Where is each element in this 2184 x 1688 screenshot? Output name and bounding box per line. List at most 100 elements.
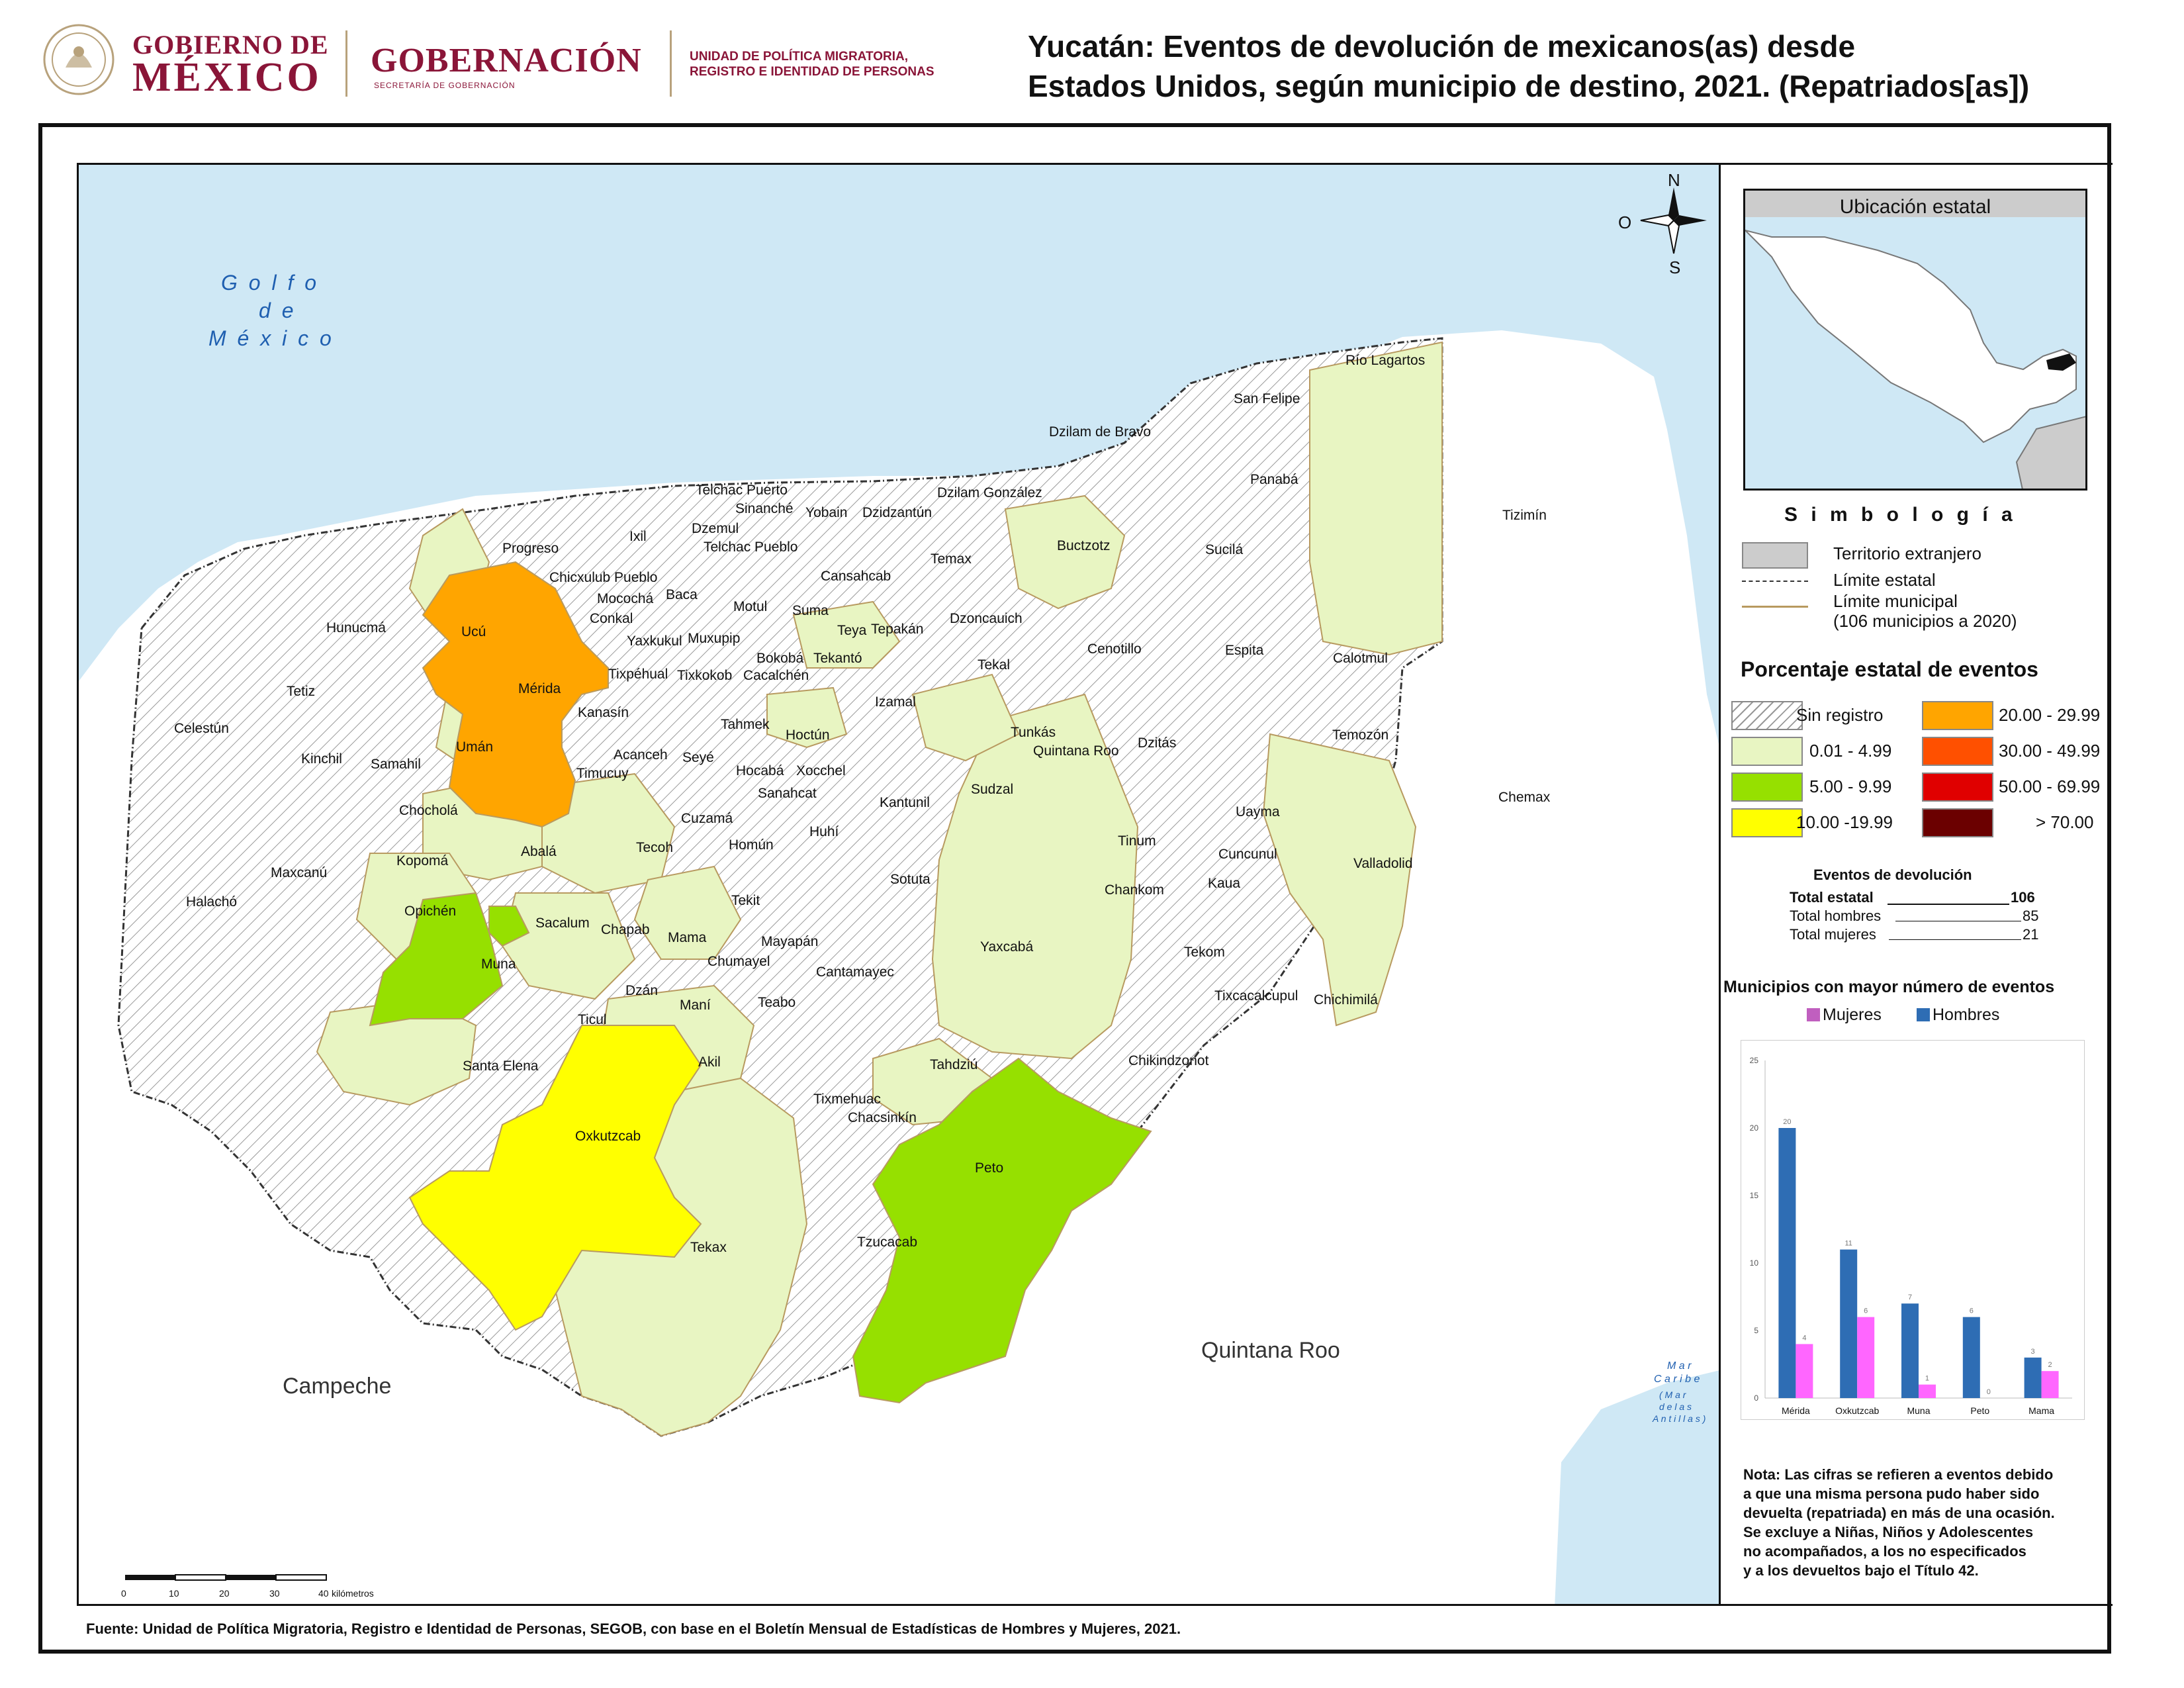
x-category-label: Muna [1907, 1405, 1930, 1416]
bar-value-label: 6 [1970, 1307, 1974, 1315]
map-title-line1: Yucatán: Eventos de devolución de mexica… [1028, 29, 1856, 64]
note-line: a que una misma persona pudo haber sido [1743, 1485, 2040, 1502]
scale-unit: kilómetros [332, 1588, 374, 1599]
simbologia-title: S i m b o l o g í a [1784, 504, 2017, 526]
legend-label-c6: 50.00 - 69.99 [1999, 776, 2101, 796]
oxkutzcab-municipio [408, 1025, 702, 1331]
scale-tick-20: 20 [219, 1588, 230, 1599]
muni-label: Tekantó [813, 651, 862, 666]
bar-value-label: 3 [2031, 1348, 2035, 1356]
mujeres-label: Total mujeres [1790, 926, 1876, 943]
secretaria-subtitle: SECRETARÍA DE GOBERNACIÓN [374, 81, 516, 90]
muni-label: Hoctún [786, 727, 830, 743]
hombres-label: Total hombres [1790, 908, 1882, 924]
scale-tick-10: 10 [169, 1588, 179, 1599]
legend-swatch-c4 [1922, 701, 1993, 730]
secretaria-title: GOBERNACIÓN [371, 42, 642, 79]
peto-municipio [852, 1057, 1152, 1404]
muni-label: Telchac Pueblo [704, 539, 798, 555]
inset-map: Ubicación estatal [1743, 189, 2087, 491]
eventos-title: Eventos de devolución [1813, 867, 1972, 883]
caribe-label-1: M a r [1667, 1360, 1692, 1372]
bar-value-label: 1 [1925, 1375, 1929, 1383]
muni-label: Kaua [1208, 876, 1241, 891]
bar-mujeres [1796, 1344, 1813, 1398]
bar-hombres [1840, 1249, 1858, 1398]
legend-label-c5: 30.00 - 49.99 [1999, 741, 2101, 761]
unidad-name: UNIDAD DE POLÍTICA MIGRATORIA, REGISTRO … [690, 49, 934, 79]
mujeres-line [1889, 939, 2021, 940]
caribe-label-4: d e l a s [1659, 1401, 1692, 1412]
muni-label: Chemax [1498, 790, 1551, 805]
tekanto-area [792, 600, 901, 669]
hombres-value: 85 [2023, 908, 2039, 924]
compass-s: S [1669, 258, 1681, 277]
legend-swatch-c2 [1731, 773, 1803, 802]
muni-label: Tecoh [636, 840, 674, 855]
muni-label: Chichimilá [1314, 992, 1378, 1008]
y-tick-label: 10 [1750, 1258, 1759, 1268]
x-category-label: Peto [1970, 1405, 1989, 1416]
muni-label: Kinchil [301, 751, 342, 767]
muni-label: Progreso [502, 541, 559, 556]
muni-label: Sudzal [971, 782, 1014, 797]
y-tick-label: 5 [1754, 1326, 1758, 1335]
caribbean-sea [1555, 1370, 1719, 1604]
bar-mujeres [1919, 1384, 1936, 1398]
muni-label: Opichén [404, 904, 457, 919]
muni-label: Motul [733, 599, 768, 614]
muni-label: Dzitás [1138, 735, 1177, 751]
muni-label: Maní [680, 998, 711, 1013]
muni-label: Tetiz [287, 684, 316, 699]
muni-label: Ticul [578, 1012, 607, 1027]
muni-label: Chacsinkín [848, 1110, 917, 1125]
muni-label: Huhí [809, 824, 839, 839]
muni-label: Cuncunul [1218, 847, 1277, 862]
hoctun-area [766, 686, 848, 749]
y-tick-label: 15 [1750, 1191, 1759, 1200]
muni-label: Mocochá [597, 591, 654, 606]
y-tick-label: 25 [1750, 1056, 1759, 1065]
muni-label: Tekom [1184, 945, 1225, 960]
x-category-label: Oxkutzcab [1835, 1405, 1879, 1416]
muni-label: Tepakán [871, 622, 924, 637]
muni-label: Santa Elena [463, 1058, 539, 1074]
compass-e: E [1717, 212, 1719, 233]
muni-label: Calotmul [1333, 651, 1388, 666]
caribe-label-2: C a r i b e [1654, 1374, 1700, 1385]
foreign-label: Territorio extranjero [1833, 543, 1981, 563]
unidad-line2: REGISTRO E IDENTIDAD DE PERSONAS [690, 65, 934, 79]
legend-label-c2: 5.00 - 9.99 [1809, 776, 1892, 796]
note-line: Nota: Las cifras se refieren a eventos d… [1743, 1466, 2054, 1483]
muni-label: Temozón [1332, 727, 1389, 743]
muni-label: Chikindzonot [1128, 1053, 1209, 1068]
muni-label: Suma [792, 603, 829, 618]
bar-value-label: 2 [2048, 1361, 2052, 1369]
golfo-label-2: d e [259, 299, 296, 322]
bar-mujeres [1857, 1317, 1875, 1398]
muni-label: Cantamayec [816, 964, 894, 980]
muni-label: Mama [668, 930, 707, 945]
total-label: Total estatal [1790, 889, 1874, 906]
header-divider [345, 30, 347, 97]
muni-label: Abalá [521, 844, 557, 859]
legend-label-c3: 10.00 -19.99 [1796, 812, 1893, 832]
caribe-label-5: A n t i l l a s ) [1653, 1413, 1706, 1424]
muni-label: Oxkutzcab [575, 1129, 641, 1144]
bar-value-label: 0 [1987, 1388, 1991, 1396]
muni-label: Yaxkukul [627, 633, 682, 649]
legend-label-sin-registro: Sin registro [1796, 705, 1884, 725]
compass-o: O [1618, 212, 1632, 232]
muni-label: Sucilá [1205, 542, 1244, 557]
bar-chart: 0 5 10 15 20 25 20 4 Mérida 11 6 Oxkutzcab 7 1 Muna 6 0 P… [1750, 1056, 2072, 1416]
muni-label: Mayapán [761, 934, 819, 949]
muni-limit-label-1: Límite municipal [1833, 591, 1958, 611]
bar-hombres [1901, 1303, 1919, 1398]
unidad-line1: UNIDAD DE POLÍTICA MIGRATORIA, [690, 50, 909, 64]
muni-label: Kanasín [578, 705, 629, 720]
muni-label: Ucú [461, 624, 486, 639]
legend-mujeres-swatch [1807, 1008, 1820, 1021]
header: GOBIERNO DE MÉXICO GOBERNACIÓN SECRETARÍ… [0, 0, 2184, 119]
muni-label: Chumayel [707, 954, 770, 969]
muni-label: Muna [481, 957, 516, 972]
